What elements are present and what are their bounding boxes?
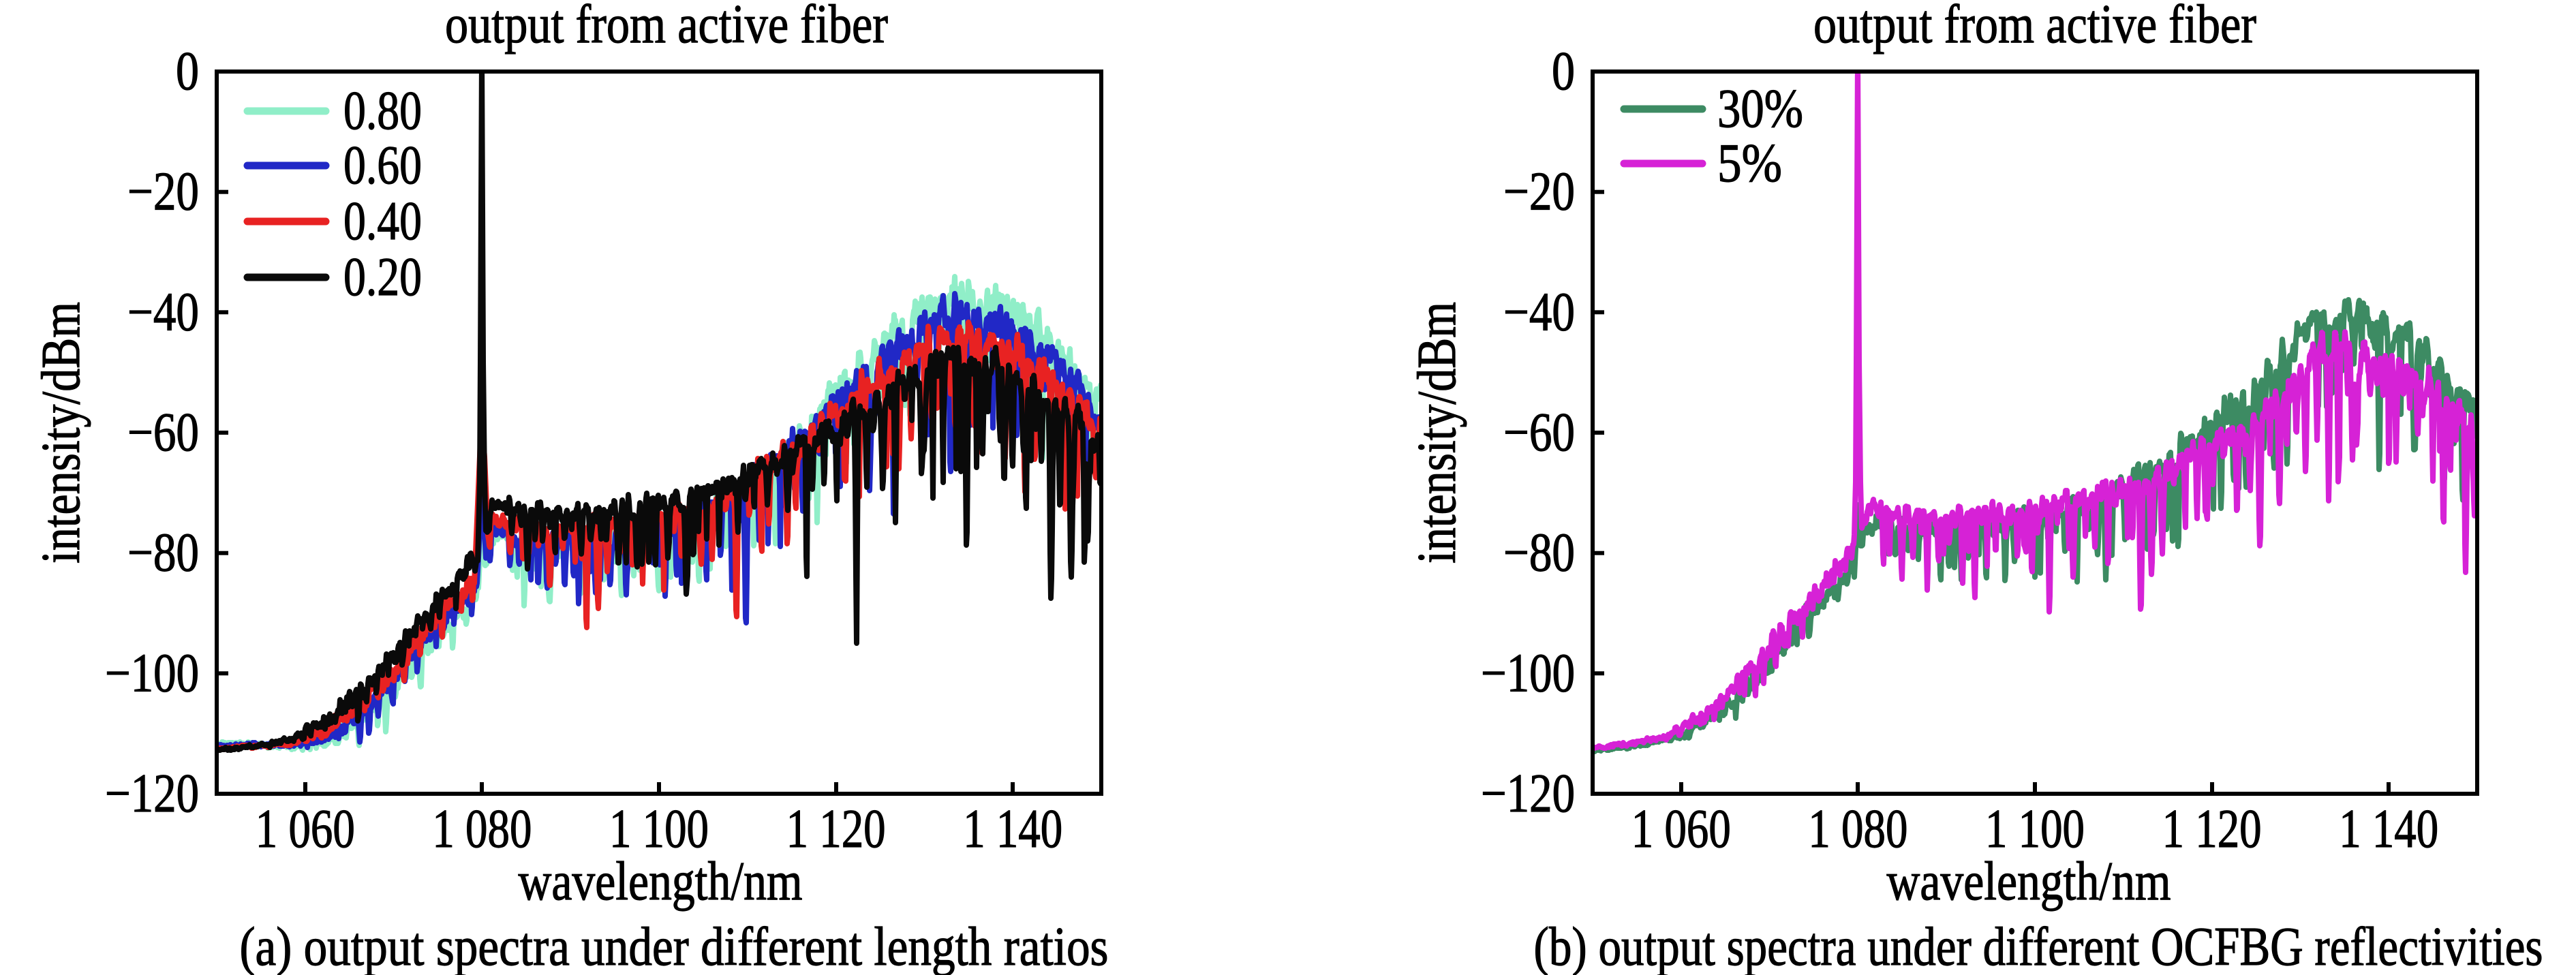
svg-text:1 140: 1 140 <box>963 799 1062 859</box>
svg-text:−20: −20 <box>127 162 199 222</box>
svg-text:1 060: 1 060 <box>256 799 355 859</box>
svg-text:1 060: 1 060 <box>1631 799 1731 859</box>
svg-text:wavelength/nm: wavelength/nm <box>1887 852 2171 912</box>
svg-text:(a) output spectra under diffe: (a) output spectra under different lengt… <box>240 917 1109 975</box>
svg-text:wavelength/nm: wavelength/nm <box>519 852 803 912</box>
svg-text:−60: −60 <box>127 403 199 463</box>
svg-text:output from active fiber: output from active fiber <box>445 0 888 55</box>
svg-text:1 120: 1 120 <box>786 799 886 859</box>
svg-text:−20: −20 <box>1503 162 1575 222</box>
svg-text:output from active fiber: output from active fiber <box>1813 0 2256 55</box>
svg-text:0: 0 <box>1552 42 1575 102</box>
svg-text:−100: −100 <box>1481 643 1575 703</box>
svg-text:intensity/dBm: intensity/dBm <box>31 302 91 563</box>
svg-text:−120: −120 <box>105 764 199 824</box>
svg-text:5%: 5% <box>1717 134 1782 194</box>
svg-text:intensity/dBm: intensity/dBm <box>1407 302 1467 563</box>
svg-text:−40: −40 <box>127 282 199 342</box>
svg-text:0.40: 0.40 <box>343 191 422 251</box>
svg-text:−40: −40 <box>1503 282 1575 342</box>
svg-text:−60: −60 <box>1503 403 1575 463</box>
svg-text:0.20: 0.20 <box>343 247 422 307</box>
svg-text:30%: 30% <box>1717 79 1803 139</box>
svg-text:(b) output spectra under diffe: (b) output spectra under different OCFBG… <box>1534 917 2543 975</box>
svg-text:−80: −80 <box>127 523 199 583</box>
svg-text:0.60: 0.60 <box>343 136 422 196</box>
svg-text:−80: −80 <box>1503 523 1575 583</box>
svg-text:0: 0 <box>176 42 199 102</box>
svg-text:1 120: 1 120 <box>2162 799 2262 859</box>
svg-text:1 080: 1 080 <box>432 799 532 859</box>
svg-text:1 100: 1 100 <box>1985 799 2085 859</box>
svg-text:1 140: 1 140 <box>2339 799 2438 859</box>
svg-text:0.80: 0.80 <box>343 81 422 141</box>
svg-text:−120: −120 <box>1481 764 1575 824</box>
svg-text:1 080: 1 080 <box>1808 799 1907 859</box>
svg-text:−100: −100 <box>105 643 199 703</box>
svg-text:1 100: 1 100 <box>609 799 709 859</box>
